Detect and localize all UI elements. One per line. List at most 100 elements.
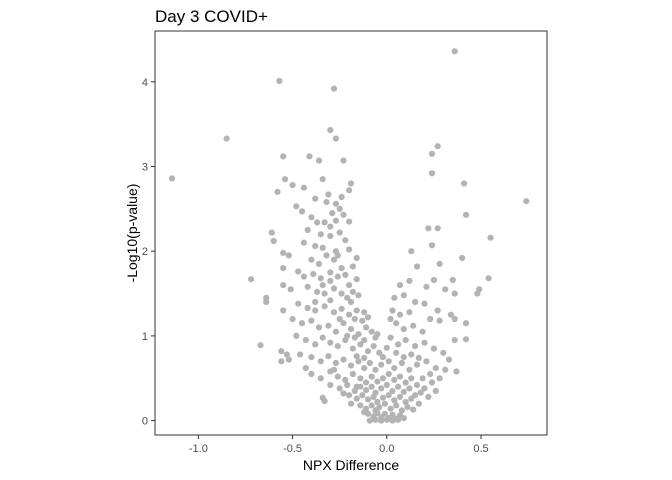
data-point [430, 345, 437, 352]
data-point [293, 203, 300, 210]
data-point [315, 324, 323, 331]
data-point [319, 334, 326, 341]
data-point [404, 404, 411, 411]
data-point [308, 256, 315, 263]
data-point [306, 153, 313, 160]
data-point [270, 237, 277, 245]
data-point [451, 337, 458, 344]
data-point [361, 354, 368, 361]
data-point [370, 343, 377, 350]
data-point [293, 332, 300, 339]
data-point [379, 394, 387, 401]
data-point [317, 358, 324, 365]
data-point [395, 416, 402, 423]
data-point [353, 395, 360, 402]
data-point [334, 273, 341, 280]
data-point [406, 385, 413, 392]
data-point [366, 417, 373, 424]
data-point [436, 260, 443, 267]
data-point [396, 282, 404, 289]
data-point [389, 307, 396, 314]
data-point [355, 358, 362, 365]
data-point [434, 225, 441, 232]
data-point [368, 402, 375, 409]
data-point [393, 402, 400, 409]
data-point [314, 288, 321, 295]
data-point [317, 231, 324, 238]
data-point [370, 393, 377, 400]
data-point [327, 127, 334, 134]
data-point [319, 282, 326, 289]
data-point [442, 286, 449, 293]
data-point [347, 362, 355, 369]
data-point [449, 276, 456, 284]
data-point [346, 311, 353, 318]
data-point [285, 252, 292, 259]
data-point [248, 276, 255, 283]
data-point [402, 398, 409, 406]
data-point [410, 406, 417, 413]
data-point [344, 381, 351, 389]
data-point [440, 349, 447, 356]
data-point [378, 361, 385, 368]
data-point [425, 393, 432, 400]
data-point [374, 378, 381, 385]
data-point [327, 269, 334, 276]
data-point [321, 303, 328, 310]
data-point [347, 400, 355, 407]
data-point [487, 234, 494, 241]
data-point [312, 243, 319, 250]
data-point [357, 375, 364, 382]
data-point [419, 375, 426, 382]
data-point [342, 237, 349, 244]
data-point [389, 417, 396, 424]
data-point [332, 328, 339, 335]
data-point [357, 402, 364, 409]
y-tick-label: 3 [142, 162, 148, 174]
data-point [347, 180, 355, 187]
data-point [353, 307, 360, 314]
data-point [346, 392, 353, 399]
data-point [334, 373, 341, 380]
data-point [451, 290, 458, 297]
data-point [298, 320, 306, 327]
data-point [315, 260, 323, 267]
data-point [363, 387, 370, 394]
data-point [338, 193, 345, 201]
data-point [315, 157, 323, 164]
data-point [300, 239, 307, 246]
data-point [461, 180, 468, 187]
data-point [432, 387, 439, 395]
data-point [412, 343, 419, 350]
data-point [459, 254, 466, 262]
data-point [412, 298, 419, 306]
data-point [325, 191, 332, 198]
data-point [361, 309, 368, 316]
data-point [523, 198, 530, 205]
data-point [321, 398, 328, 405]
data-point [312, 307, 319, 314]
data-point [304, 226, 311, 234]
data-point [327, 223, 334, 230]
data-point [280, 282, 287, 289]
data-point [393, 320, 400, 327]
data-point [421, 300, 428, 307]
data-point [329, 210, 336, 217]
data-point [319, 244, 326, 251]
data-point [289, 182, 296, 189]
data-point [430, 276, 437, 284]
data-point [336, 385, 343, 392]
data-point [280, 153, 287, 160]
data-point [391, 294, 398, 301]
data-point [383, 416, 390, 423]
data-point [361, 365, 368, 372]
data-point [298, 208, 306, 215]
data-point [297, 351, 304, 358]
data-point [280, 307, 287, 314]
data-point [342, 376, 349, 383]
y-tick-label: 0 [142, 416, 148, 428]
data-point [451, 315, 458, 323]
data-point [379, 375, 387, 382]
data-point [300, 273, 307, 280]
data-point [338, 305, 345, 312]
